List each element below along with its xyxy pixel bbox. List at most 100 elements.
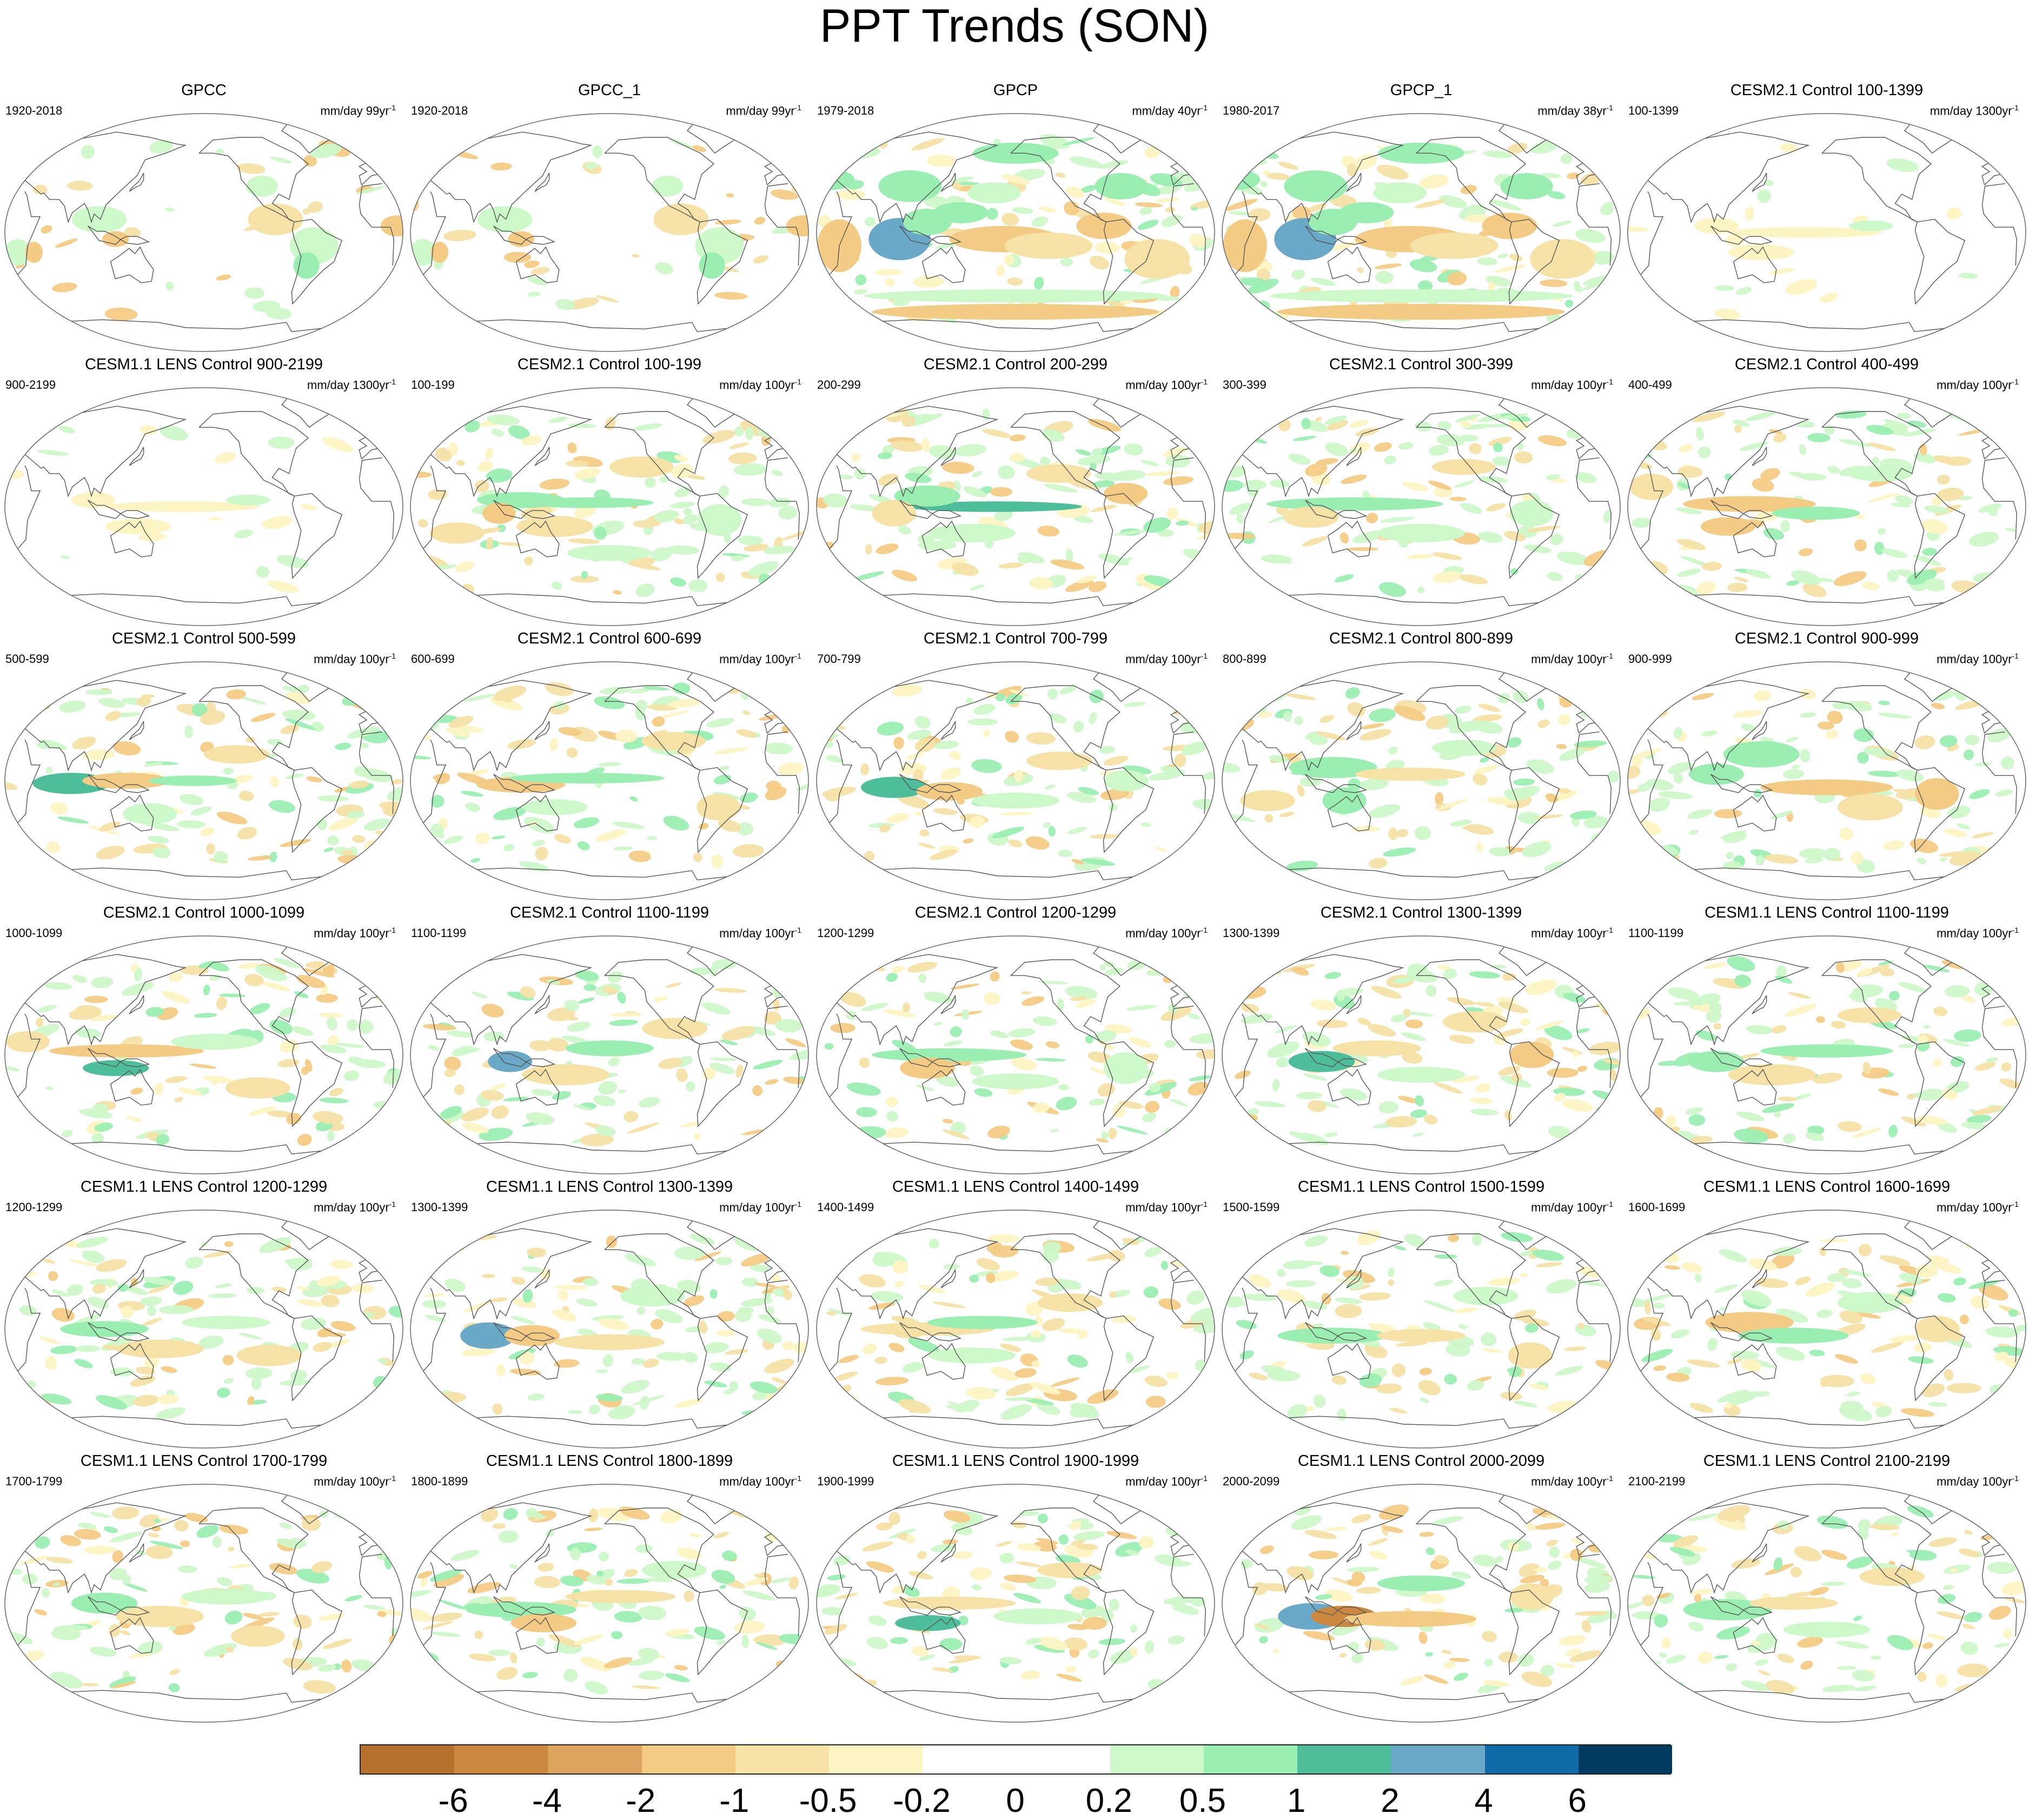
trend-blob [1043, 1241, 1062, 1254]
trend-blob [888, 1343, 905, 1352]
world-map [4, 387, 403, 626]
trend-blob [1135, 202, 1163, 208]
panel-title: CESM1.1 LENS Control 1500-1599 [1297, 1178, 1545, 1195]
trend-blob [1725, 1403, 1733, 1409]
trend-blob [1146, 471, 1179, 476]
trend-blob [1717, 1390, 1749, 1403]
trend-blob [1643, 1130, 1669, 1139]
trend-blob [1775, 1308, 1808, 1323]
map-boundary [4, 113, 403, 352]
trend-blob [1709, 1002, 1722, 1014]
coastline-antarctica [453, 593, 735, 607]
trend-blob [1946, 1383, 1981, 1393]
trend-blob [1559, 1635, 1587, 1646]
trend-blob [782, 1341, 795, 1351]
colorbar-tick-label: -1 [719, 1782, 750, 1819]
panel-units: mm/day 1300yr-1 [1930, 101, 2019, 118]
panel-units-exponent: -1 [794, 926, 801, 934]
coastline-australia [110, 1617, 154, 1654]
trend-blob [145, 1545, 173, 1559]
trend-blob [721, 1026, 755, 1041]
panel-years: 900-999 [1628, 652, 1672, 666]
map-panel: CESM2.1 Control 1100-1199 1100-1199 mm/day… [407, 904, 812, 1178]
trend-blob [503, 1508, 518, 1520]
trend-blob [823, 493, 848, 508]
trend-blob [1042, 1318, 1065, 1331]
trend-blob [241, 696, 267, 705]
trend-blob [1292, 205, 1311, 220]
trend-blob [1526, 759, 1554, 774]
trend-blob [444, 1057, 461, 1071]
trend-blob [718, 485, 729, 499]
coastline-japan [1346, 172, 1362, 192]
trend-band [5, 1031, 50, 1053]
trend-blob [94, 1122, 114, 1132]
trend-blob [1673, 1535, 1699, 1547]
trend-band [894, 485, 960, 507]
trend-blob [306, 776, 323, 782]
trend-blob [975, 1271, 998, 1277]
coastline-japan [1346, 721, 1362, 740]
trend-blob [1917, 1088, 1945, 1101]
trend-blob [461, 1348, 495, 1356]
map-boundary [4, 1484, 403, 1723]
trend-blob [1419, 174, 1449, 189]
trend-blob [1069, 1520, 1082, 1530]
trend-blob [949, 176, 974, 184]
world-map [4, 1484, 403, 1723]
trend-blob [1670, 1329, 1689, 1339]
coastline-africa [1231, 1553, 1612, 1650]
trend-blob [1010, 453, 1025, 462]
coastline-antarctica [1265, 319, 1547, 333]
colorbar-segment [548, 1745, 642, 1773]
trend-blob [1816, 1516, 1848, 1529]
panel-units-exponent: -1 [2012, 652, 2019, 660]
trend-blob [89, 1646, 117, 1657]
coastline-indonesia [899, 1596, 962, 1616]
trend-blob [567, 1021, 591, 1032]
panel-units-text: mm/day 40yr [1132, 104, 1201, 118]
trend-blob [677, 1547, 702, 1559]
map-boundary [1222, 387, 1621, 626]
trend-blob [1235, 1664, 1254, 1670]
coastline-australia [921, 794, 966, 832]
trend-blob [574, 467, 600, 480]
trend-blob [481, 1273, 495, 1278]
coastline-samerica [1508, 1315, 1560, 1401]
trend-blob [729, 442, 750, 449]
trend-blob [215, 1283, 232, 1288]
trend-blob [1474, 721, 1503, 734]
trend-blob [524, 260, 540, 268]
trend-blob [1090, 504, 1117, 512]
trend-blob [69, 1259, 101, 1267]
trend-blob [190, 806, 213, 816]
coastline-samerica [1914, 1589, 1966, 1676]
trend-blob [1537, 719, 1550, 728]
trend-blob [1309, 1550, 1338, 1559]
trend-blob [1375, 271, 1394, 284]
trend-blob [145, 822, 180, 832]
trend-blob [206, 843, 216, 855]
map-panel: CESM2.1 Control 900-999 900-999 mm/day 100… [1624, 629, 2029, 904]
trend-blob [714, 988, 747, 993]
panel-title: CESM1.1 LENS Control 2000-2099 [1297, 1452, 1545, 1470]
trend-band [786, 215, 808, 237]
trend-blob [575, 970, 599, 981]
trend-band [1915, 778, 1959, 810]
trend-blob [349, 780, 369, 789]
panel-units-text: mm/day 100yr [1531, 378, 1607, 392]
trend-blob [1324, 1132, 1338, 1137]
coastline-japan [1752, 447, 1767, 466]
coastline-namerica [198, 685, 309, 771]
trend-blob [269, 852, 277, 862]
trend-blob [322, 1638, 353, 1649]
trend-blob [548, 1634, 581, 1648]
trend-blob [1959, 1314, 1969, 1325]
trend-blob [1130, 1647, 1138, 1657]
trend-blob [1772, 1247, 1802, 1256]
trend-band [5, 239, 31, 266]
trend-blob [1099, 964, 1106, 971]
coastline-namerica [1821, 1507, 1932, 1593]
trend-blob [1347, 702, 1365, 717]
trend-blob [1944, 828, 1967, 837]
